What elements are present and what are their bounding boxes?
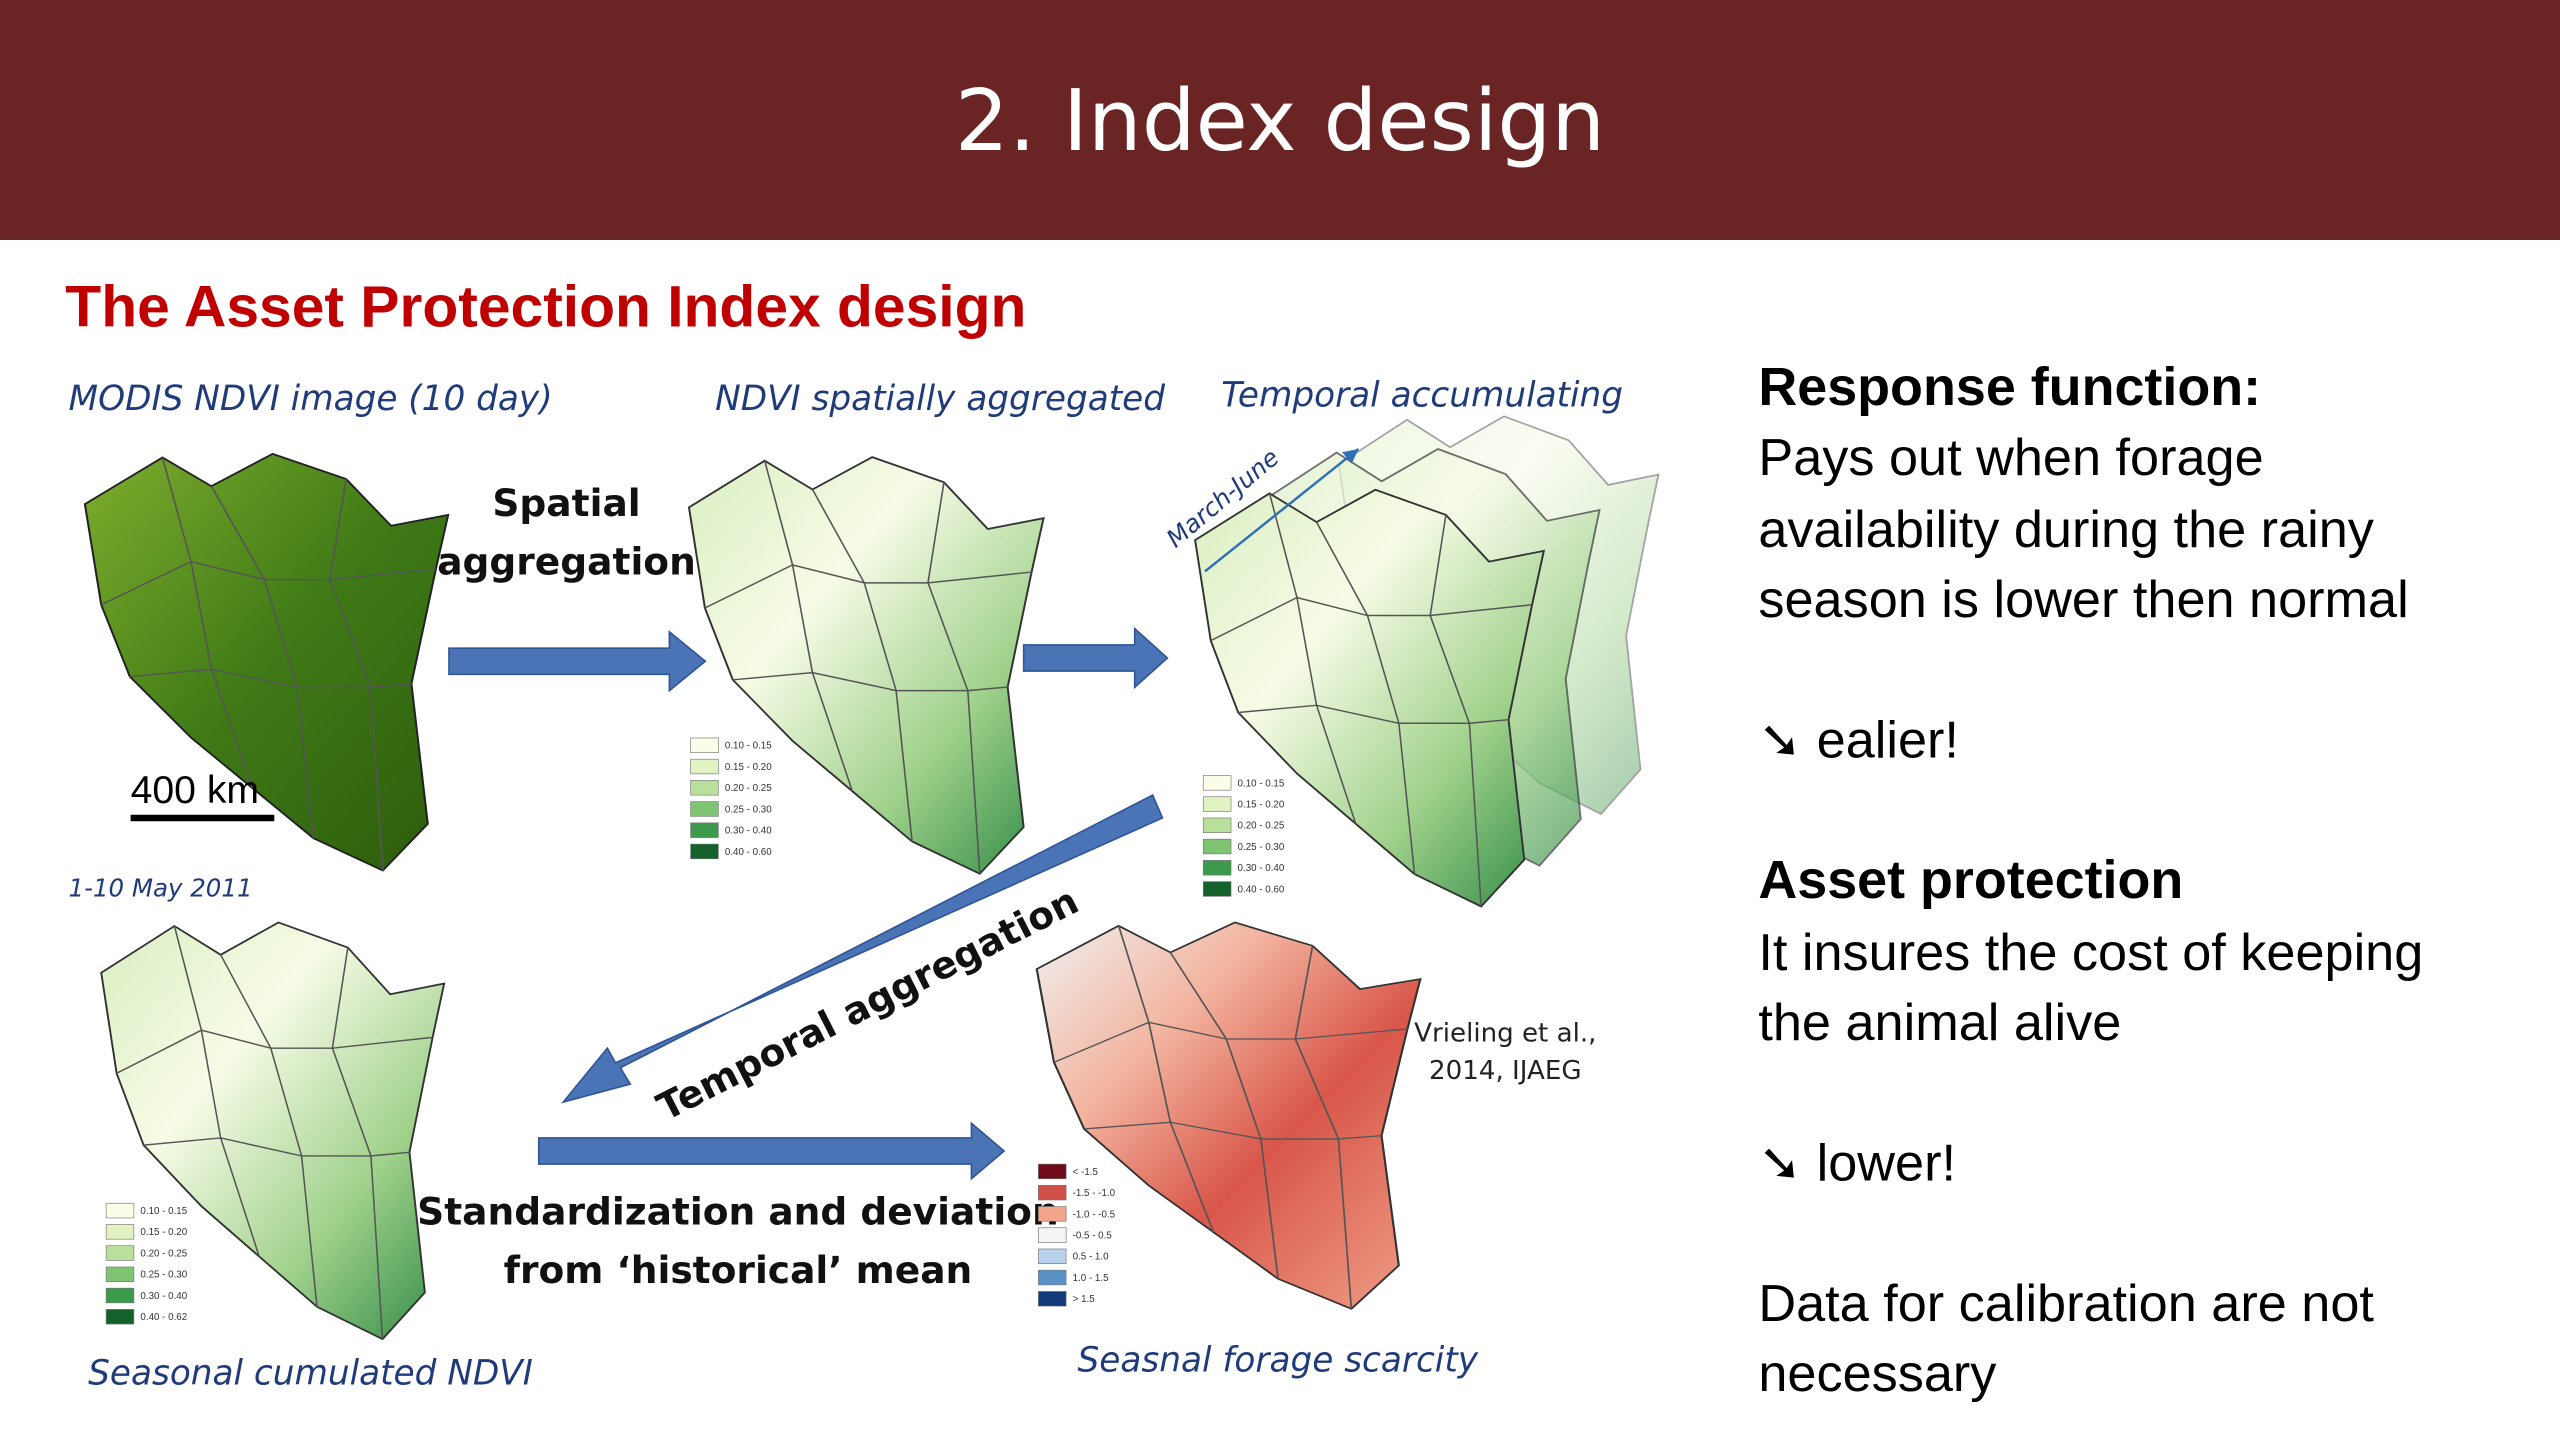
caption: 1-10 May 2011	[69, 873, 253, 902]
legend-swatch	[690, 822, 719, 838]
legend-swatch	[1038, 1291, 1067, 1307]
legend-label: -1.0 - -0.5	[1073, 1209, 1116, 1220]
period-arrow	[1204, 448, 1360, 573]
legend-label: -1.5 - -1.0	[1073, 1188, 1116, 1199]
legend-label: 0.10 - 0.15	[1238, 778, 1285, 789]
legend-swatch	[105, 1266, 135, 1282]
step-label: Temporal aggregation	[650, 878, 1085, 1129]
legend-swatch	[105, 1224, 135, 1240]
legend-label: 0.5 - 1.0	[1073, 1252, 1109, 1263]
legend-label: 0.25 - 0.30	[725, 804, 772, 815]
legend-swatch	[1202, 817, 1232, 833]
legend-swatch	[1038, 1227, 1067, 1243]
arrow	[448, 630, 707, 693]
citation: 2014, IJAEG	[1429, 1056, 1582, 1086]
legend-label: 0.10 - 0.15	[140, 1206, 187, 1217]
legend-swatch	[1202, 860, 1232, 876]
legend-label: < -1.5	[1073, 1167, 1099, 1178]
caption: Temporal accumulating	[1221, 376, 1623, 416]
body-text: season is lower then normal	[1758, 571, 2408, 629]
citation: Vrieling et al.,	[1414, 1019, 1596, 1049]
note: ➘ lower!	[1758, 1134, 1956, 1192]
legend-label: 0.30 - 0.40	[140, 1291, 187, 1302]
legend-label: 0.20 - 0.25	[725, 783, 772, 794]
body-text: necessary	[1758, 1345, 1997, 1403]
legend-label: 0.30 - 0.40	[725, 826, 772, 837]
period-arrow-head	[1342, 448, 1359, 464]
body-text: availability during the rainy	[1758, 501, 2374, 559]
caption: MODIS NDVI image (10 day)	[69, 379, 553, 419]
legend-label: -0.5 - 0.5	[1073, 1231, 1113, 1242]
body-text: the animal alive	[1758, 994, 2121, 1052]
caption: Seasonal cumulated NDVI	[88, 1353, 533, 1393]
body-text: Pays out when forage	[1758, 429, 2263, 487]
legend-swatch	[105, 1245, 135, 1261]
legend-swatch	[690, 843, 719, 860]
legend-label: 0.40 - 0.60	[1238, 884, 1285, 895]
arrow	[1022, 626, 1169, 690]
legend-swatch	[1038, 1163, 1067, 1180]
legend-label: > 1.5	[1073, 1294, 1096, 1305]
legend-label: 0.25 - 0.30	[140, 1270, 187, 1281]
legend-swatch	[1202, 796, 1232, 812]
legend-label: 0.30 - 0.40	[1238, 863, 1285, 874]
legend-swatch	[1038, 1269, 1067, 1286]
arrow	[561, 793, 1164, 1104]
legend-label: 0.20 - 0.25	[1238, 821, 1285, 832]
arrow	[537, 1121, 1006, 1181]
body-text: It insures the cost of keeping	[1758, 924, 2423, 982]
heading: Asset protection	[1758, 850, 2183, 910]
legend-label: 0.20 - 0.25	[140, 1248, 187, 1259]
scale-label: 400 km	[131, 769, 259, 812]
legend-label: 1.0 - 1.5	[1073, 1273, 1109, 1284]
legend-swatch	[1038, 1248, 1067, 1264]
step-label: Spatial	[492, 481, 640, 525]
legend-swatch	[105, 1309, 135, 1325]
legend-swatch	[690, 758, 719, 775]
step-label: Standardization and deviation	[417, 1189, 1059, 1233]
legend-swatch	[690, 780, 719, 796]
legend-swatch	[1202, 838, 1232, 855]
note: ➘ ealier!	[1758, 712, 1959, 770]
legend-label: 0.15 - 0.20	[725, 762, 772, 773]
legend-swatch	[105, 1287, 135, 1304]
legend-label: 0.25 - 0.30	[1238, 842, 1285, 853]
step-label: aggregation	[437, 540, 696, 584]
legend-label: 0.15 - 0.20	[1238, 799, 1285, 810]
legend-label: 0.40 - 0.60	[725, 847, 772, 858]
slide-title: 2. Index design	[955, 72, 1605, 171]
heading: Response function:	[1758, 357, 2261, 417]
legend-label: 0.10 - 0.15	[725, 741, 772, 752]
legend-label: 0.40 - 0.62	[140, 1312, 187, 1323]
body-text: Data for calibration are not	[1758, 1275, 2374, 1333]
header-bar	[0, 0, 2560, 240]
legend-swatch	[1038, 1206, 1067, 1222]
subtitle: The Asset Protection Index design	[65, 275, 1026, 340]
caption: Seasnal forage scarcity	[1078, 1340, 1479, 1380]
legend-swatch	[105, 1202, 135, 1219]
legend-swatch	[690, 737, 719, 753]
legend-swatch	[690, 801, 719, 817]
step-label: from ‘historical’ mean	[504, 1248, 973, 1292]
legend-swatch	[1038, 1184, 1067, 1201]
legend-label: 0.15 - 0.20	[140, 1227, 187, 1238]
legend-swatch	[1202, 881, 1232, 897]
legend-swatch	[1202, 775, 1232, 791]
caption: NDVI spatially aggregated	[715, 379, 1165, 419]
